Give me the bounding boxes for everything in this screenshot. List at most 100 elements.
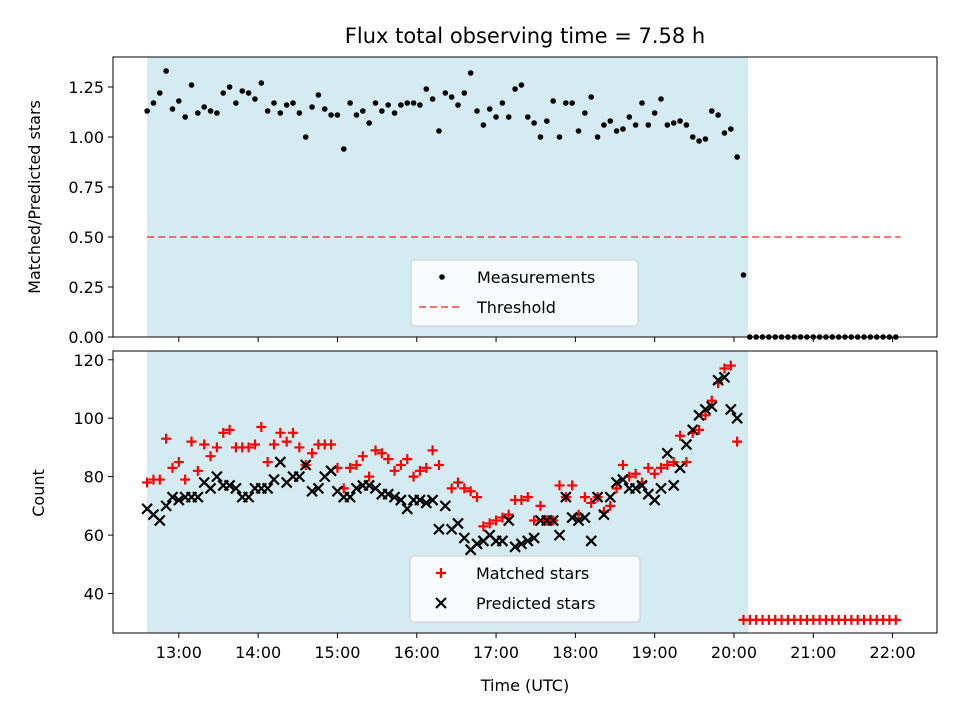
measurement-point	[683, 122, 690, 128]
x-axis-label: Time (UTC)	[480, 676, 569, 695]
matched-star-point	[275, 427, 286, 438]
predicted-star-point	[718, 371, 731, 384]
measurement-point	[518, 82, 525, 88]
predicted-star-point	[572, 514, 585, 527]
measurement-point	[296, 110, 303, 116]
matched-star-point	[535, 500, 546, 511]
measurement-point	[544, 118, 550, 124]
measurement-point	[150, 100, 157, 106]
predicted-star-point	[515, 538, 528, 550]
predicted-star-point	[566, 511, 578, 524]
legend-marker-matched	[436, 568, 446, 578]
predicted-star-point	[230, 482, 242, 495]
x-tick-label: 20:00	[711, 643, 757, 662]
matched-star-point	[249, 439, 260, 450]
predicted-star-point	[452, 517, 464, 530]
matched-star-point	[681, 457, 692, 468]
top-panel: 0.00 0.25 0.50 0.75 1.00 1.25 Measurements Thre…	[68, 56, 938, 347]
predicted-star-point	[350, 482, 363, 495]
measurement-point	[658, 96, 664, 102]
predicted-star-point	[388, 491, 401, 503]
matched-star-point	[243, 442, 254, 453]
measurement-point	[423, 86, 430, 92]
matched-star-point	[180, 474, 191, 485]
measurement-point	[398, 102, 404, 108]
figure-title: Flux total observing time = 7.58 h	[345, 24, 705, 48]
measurement-point	[702, 136, 709, 142]
measurement-point	[537, 134, 544, 140]
measurement-point	[328, 112, 334, 118]
predicted-star-point	[560, 491, 572, 503]
predicted-star-point	[521, 535, 534, 547]
measurement-point	[188, 82, 195, 88]
matched-star-point	[649, 468, 660, 479]
matched-star-point	[611, 483, 622, 494]
matched-star-point	[586, 497, 597, 508]
matched-star-point	[446, 483, 457, 494]
matched-star-point	[668, 457, 679, 468]
predicted-star-point	[509, 541, 521, 553]
matched-star-point	[421, 462, 432, 473]
predicted-star-point	[725, 403, 737, 416]
measurement-point	[321, 106, 328, 112]
measurement-point	[347, 100, 353, 106]
measurement-point	[531, 120, 537, 126]
measurement-point	[715, 112, 721, 118]
predicted-star-point	[395, 494, 407, 506]
matched-star-point	[491, 515, 502, 526]
measurement-point	[467, 70, 474, 76]
matched-star-point	[522, 492, 533, 503]
measurement-point	[277, 110, 284, 116]
predicted-star-point	[629, 482, 642, 495]
measurement-point	[677, 118, 683, 124]
predicted-star-point	[712, 374, 724, 387]
x-tick-label: 16:00	[394, 643, 440, 662]
predicted-star-point	[211, 470, 223, 483]
predicted-star-point	[585, 535, 597, 547]
predicted-star-point	[363, 479, 375, 492]
axes-frame-top	[112, 56, 938, 338]
y-tick-label: 1.25	[68, 78, 104, 97]
y-axis-label-bottom: Count	[29, 469, 48, 517]
measurement-point	[372, 100, 379, 106]
measurement-point	[613, 128, 620, 134]
predicted-star-point	[699, 403, 712, 416]
matched-star-point	[890, 614, 901, 625]
legend-bottom	[409, 555, 641, 623]
measurement-point	[207, 108, 214, 114]
x-tick-label: 22:00	[870, 643, 916, 662]
measurement-point	[569, 100, 575, 106]
measurement-point	[144, 108, 150, 114]
measurement-point	[264, 108, 271, 114]
matched-star-point	[472, 492, 483, 503]
predicted-star-point	[293, 470, 306, 483]
measurement-point	[163, 68, 169, 74]
predicted-star-point	[731, 412, 743, 424]
predicted-star-point	[648, 494, 661, 506]
matched-star-point	[617, 459, 628, 470]
matched-star-point	[579, 492, 590, 503]
matched-star-point	[700, 410, 711, 421]
measurement-point	[734, 154, 740, 160]
matched-star-point	[307, 448, 318, 459]
matched-star-point	[395, 459, 406, 470]
y-tick-label: 0.50	[68, 228, 104, 247]
legend-marker-measurements	[439, 274, 445, 280]
measurement-point	[334, 112, 341, 118]
x-tick-label: 17:00	[473, 643, 519, 662]
matched-star-point	[288, 427, 299, 438]
measurement-point	[594, 134, 601, 140]
measurement-point	[632, 122, 639, 128]
measurement-point	[429, 96, 436, 102]
measurement-point	[474, 108, 480, 114]
matched-star-point	[370, 445, 381, 456]
x-tick-label: 19:00	[632, 643, 678, 662]
matched-star-point	[376, 448, 387, 459]
measurement-point	[233, 100, 239, 106]
measurement-point	[601, 122, 607, 128]
matched-star-point	[211, 442, 222, 453]
predicted-star-point	[547, 514, 559, 527]
measurement-point	[391, 110, 398, 116]
matched-star-point	[268, 439, 279, 450]
measurement-point	[436, 128, 442, 134]
